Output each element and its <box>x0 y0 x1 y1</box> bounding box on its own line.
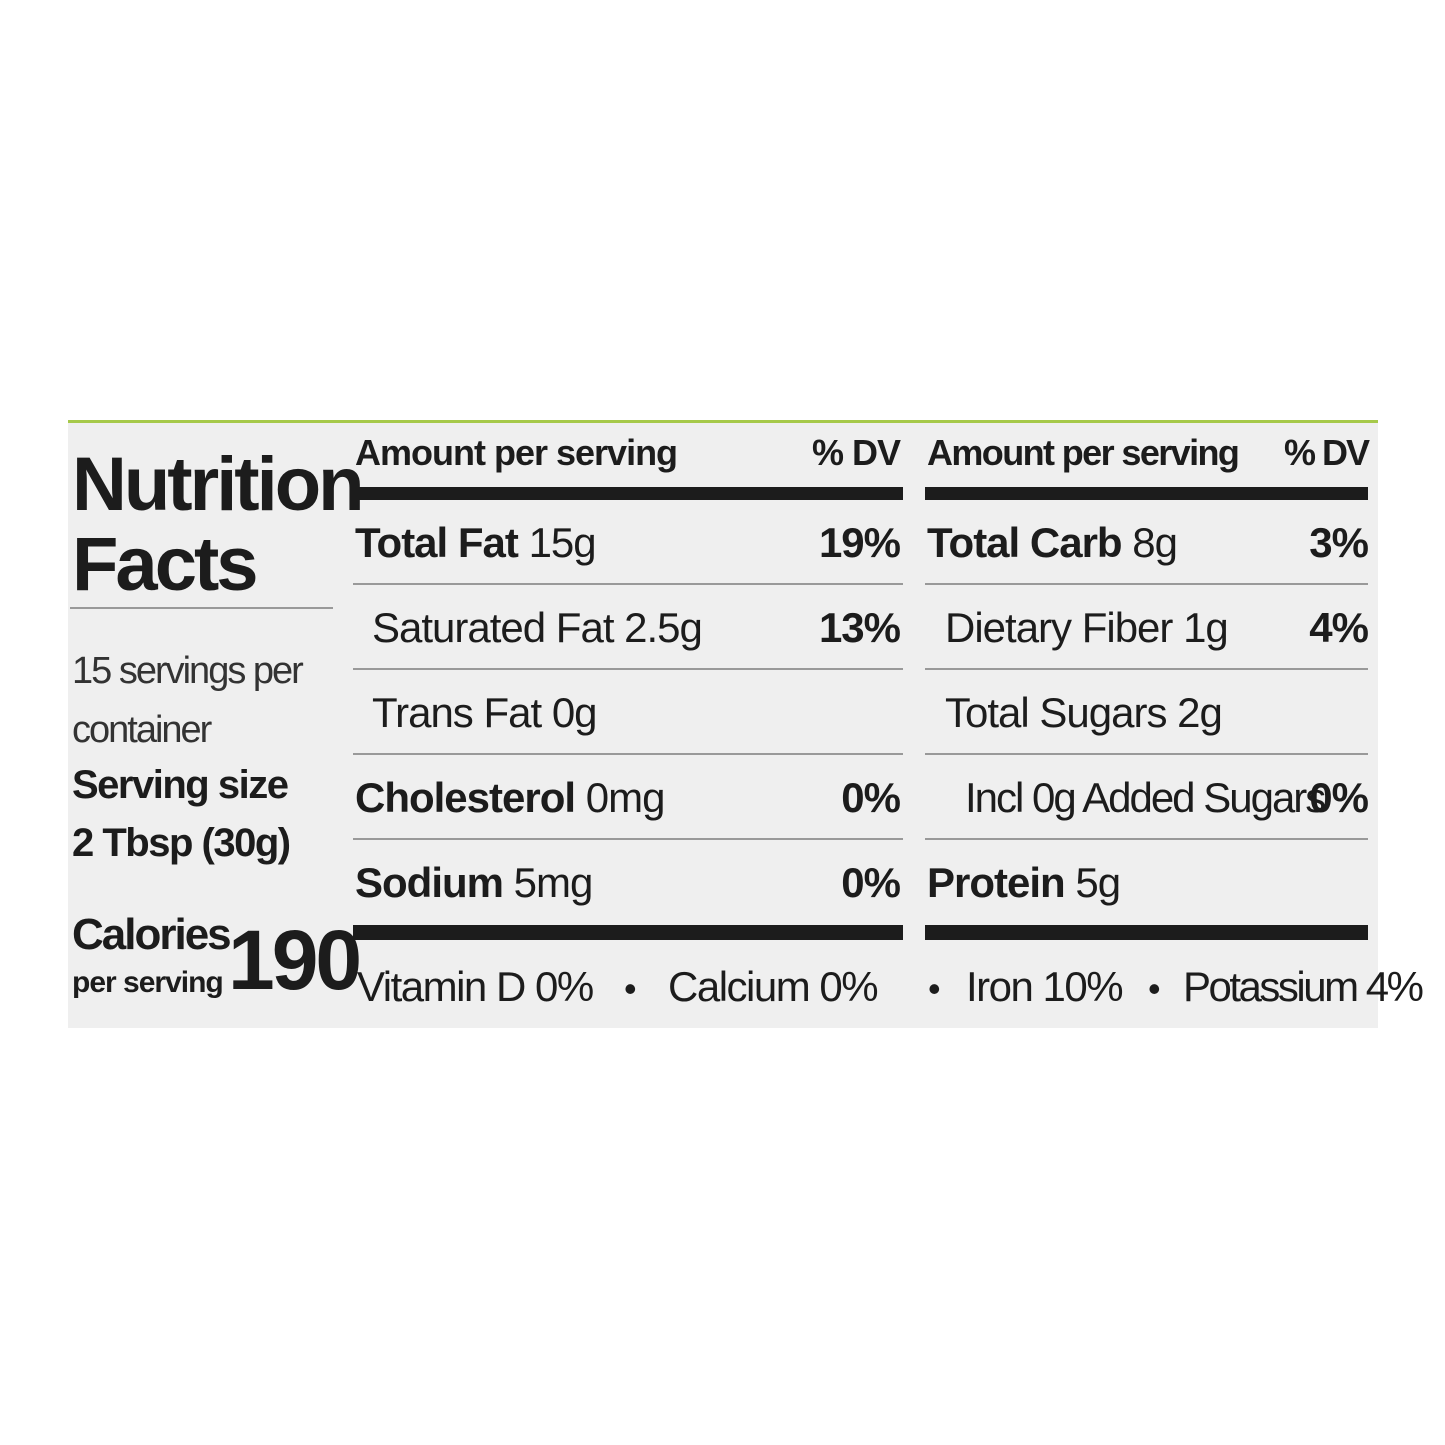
nutrient-name: Saturated Fat <box>372 604 614 651</box>
nutrient-amount: 0g <box>551 689 598 736</box>
nutrient-dv: 3% <box>1309 519 1369 566</box>
calories-value: 190 <box>228 913 362 1007</box>
vitamin: Potassium 4% <box>1183 963 1424 1010</box>
nutrient-dv: 0% <box>841 859 901 906</box>
nutrient: Total Carb 8g <box>927 519 1178 566</box>
nutrient: Sodium 5mg <box>355 859 594 906</box>
nutrient-dv: 13% <box>818 604 901 651</box>
nutrient: Total Fat 15g <box>355 519 597 566</box>
nutrient: Saturated Fat 2.5g <box>372 604 703 651</box>
nutrient-name: Sodium <box>355 859 504 906</box>
nutrient: Incl 0g Added Sugars <box>965 774 1326 821</box>
nutrient-amount: 2.5g <box>624 604 703 651</box>
serving-size: 2 Tbsp (30g) <box>72 821 291 865</box>
thick-rule <box>925 487 1368 500</box>
nutrient-name: Trans Fat <box>372 689 542 736</box>
vitamin: Vitamin D 0% <box>357 963 594 1010</box>
rule <box>925 753 1368 755</box>
servings: 15 servings per container <box>72 650 304 751</box>
nutrient-amount: 5mg <box>513 859 594 906</box>
calories-sub: per serving <box>72 966 224 999</box>
nutrient-dv: 19% <box>818 519 901 566</box>
column-header: Amount per serving <box>927 432 1240 473</box>
separator: • <box>624 968 637 1009</box>
rule <box>353 668 903 670</box>
divider <box>70 607 333 609</box>
nutrient-name: Dietary Fiber <box>945 604 1173 651</box>
thick-rule <box>353 487 903 500</box>
calories-label: Calories <box>72 910 232 959</box>
vitamin: Calcium 0% <box>668 963 879 1010</box>
nutrient-amount: 0mg <box>585 774 666 821</box>
nutrient-amount: 2g <box>1177 689 1223 736</box>
nutrient-amount: 8g <box>1132 519 1178 566</box>
nutrient-name: Protein <box>927 859 1066 906</box>
nutrient-name: Incl 0g Added Sugars <box>965 774 1326 821</box>
nutrient: Protein 5g <box>927 859 1121 906</box>
rule <box>925 838 1368 840</box>
rule <box>353 753 903 755</box>
nutrient-dv: 0% <box>841 774 901 821</box>
separator: • <box>928 968 941 1009</box>
nutrient-dv: 0% <box>1309 774 1369 821</box>
nutrient-dv: 4% <box>1309 604 1369 651</box>
rule <box>925 583 1368 585</box>
title: Nutrition Facts <box>72 442 365 607</box>
nutrient-name: Cholesterol <box>355 774 576 821</box>
nutrient-amount: 1g <box>1183 604 1229 651</box>
nutrient: Total Sugars 2g <box>945 689 1223 736</box>
serving-size-label: Serving size <box>72 763 289 807</box>
nutrient-name: Total Sugars <box>945 689 1167 736</box>
nutrient-amount: 15g <box>528 519 597 566</box>
nutrient: Cholesterol 0mg <box>355 774 666 821</box>
separator: • <box>1148 968 1161 1009</box>
thick-rule <box>353 925 903 940</box>
column-header: Amount per serving <box>355 432 678 473</box>
thick-rule <box>925 925 1368 940</box>
nutrient-amount: 5g <box>1075 859 1121 906</box>
nutrient: Dietary Fiber 1g <box>945 604 1229 651</box>
nutrient-name: Total Fat <box>355 519 519 566</box>
nutrient-name: Total Carb <box>927 519 1123 566</box>
vitamin: Iron 10% <box>966 963 1124 1010</box>
rule <box>353 838 903 840</box>
rule <box>925 668 1368 670</box>
column-header-dv: % DV <box>1283 432 1370 473</box>
rule <box>353 583 903 585</box>
nutrient: Trans Fat 0g <box>372 689 598 736</box>
column-header-dv: % DV <box>811 432 901 473</box>
